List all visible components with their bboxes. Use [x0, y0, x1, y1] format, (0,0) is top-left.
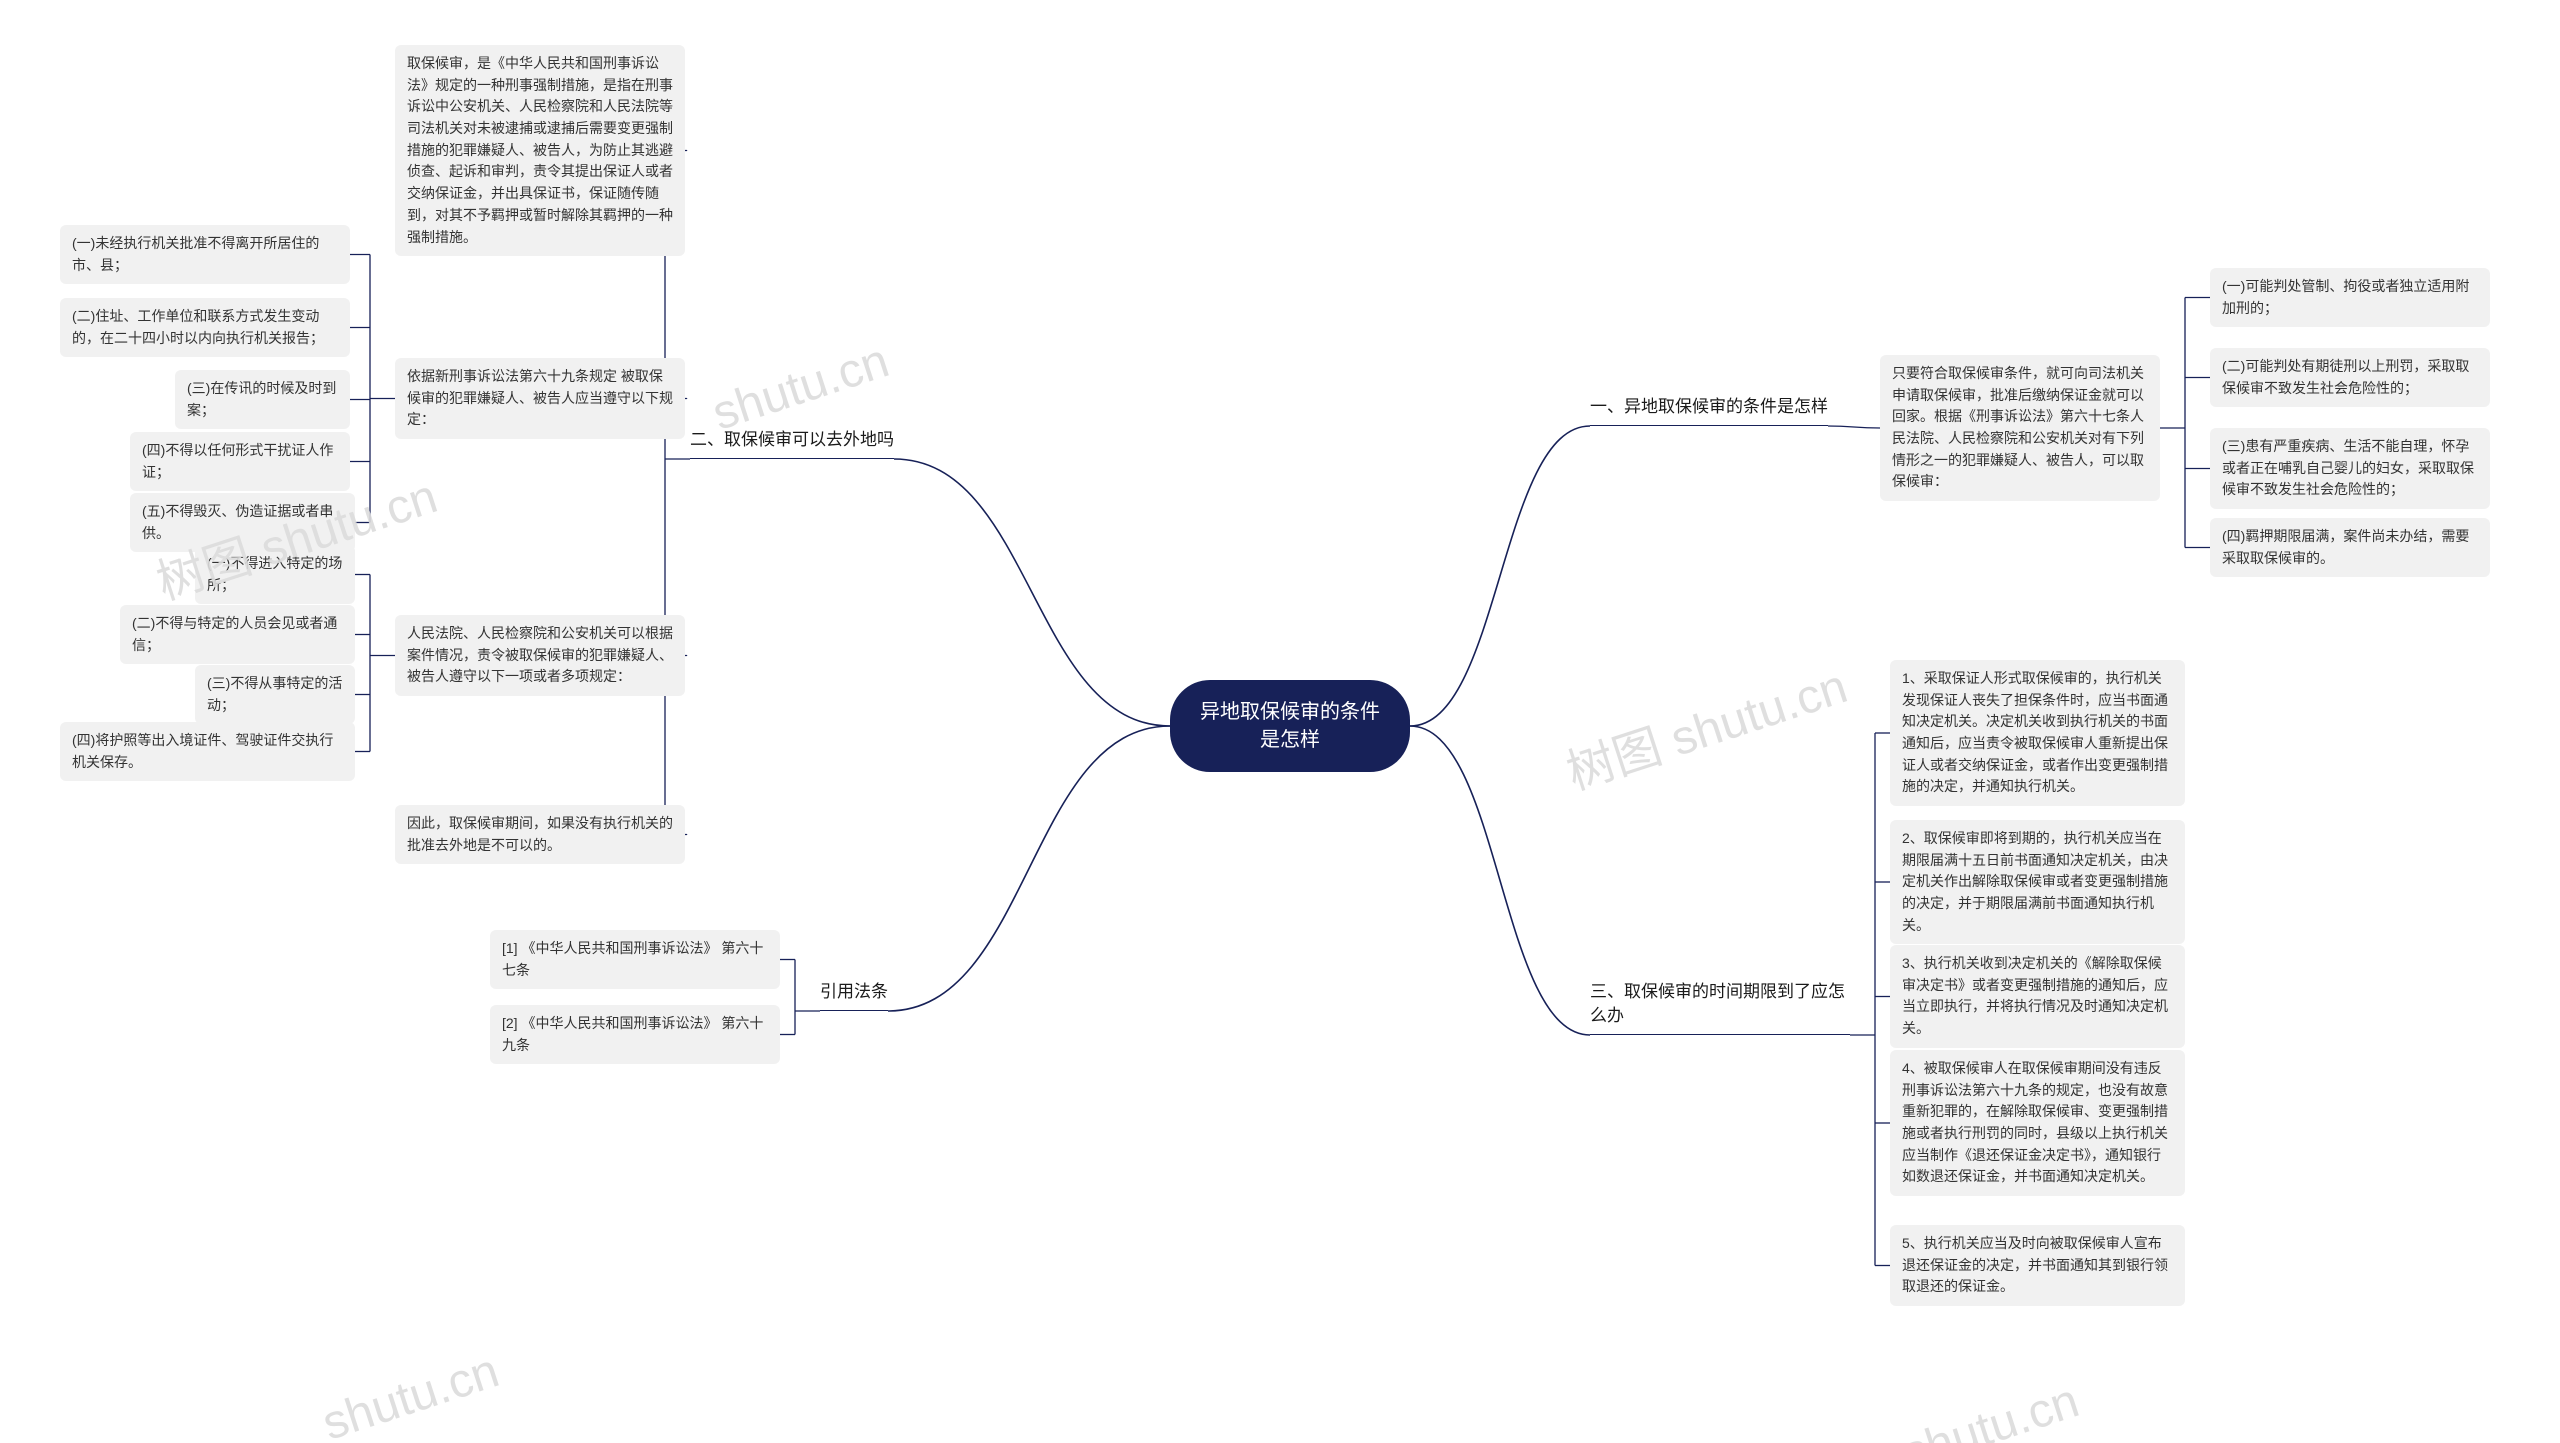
branch-3-child-3[interactable]: 3、执行机关收到决定机关的《解除取保候审决定书》或者变更强制措施的通知后，应当立… — [1890, 945, 2185, 1048]
branch-2[interactable]: 二、取保候审可以去外地吗 — [690, 428, 894, 459]
branch-2-child-2-c[interactable]: (三)在传讯的时候及时到案； — [175, 370, 350, 429]
leaf-text: (二)可能判处有期徒刑以上刑罚，采取取保候审不致发生社会危险性的； — [2222, 358, 2469, 396]
branch-4-child-2[interactable]: [2] 《中华人民共和国刑事诉讼法》 第六十九条 — [490, 1005, 780, 1064]
leaf-text: (二)住址、工作单位和联系方式发生变动的，在二十四小时以内向执行机关报告； — [72, 308, 324, 346]
branch-2-child-3-d[interactable]: (四)将护照等出入境证件、驾驶证件交执行机关保存。 — [60, 722, 355, 781]
leaf-text: (三)患有严重疾病、生活不能自理，怀孕或者正在哺乳自己婴儿的妇女，采取取保候审不… — [2222, 438, 2474, 497]
branch-2-child-1[interactable]: 取保候审，是《中华人民共和国刑事诉讼法》规定的一种刑事强制措施，是指在刑事诉讼中… — [395, 45, 685, 256]
leaf-text: 1、采取保证人形式取保候审的，执行机关发现保证人丧失了担保条件时，应当书面通知决… — [1902, 670, 2168, 794]
branch-2-child-4[interactable]: 因此，取保候审期间，如果没有执行机关的批准去外地是不可以的。 — [395, 805, 685, 864]
leaf-text: (三)不得从事特定的活动； — [207, 675, 342, 713]
leaf-text: [2] 《中华人民共和国刑事诉讼法》 第六十九条 — [502, 1015, 763, 1053]
branch-2-child-3-b[interactable]: (二)不得与特定的人员会见或者通信； — [120, 605, 355, 664]
branch-3-child-4[interactable]: 4、被取保候审人在取保候审期间没有违反刑事诉讼法第六十九条的规定，也没有故意重新… — [1890, 1050, 2185, 1196]
branch-1-child-1-a[interactable]: (一)可能判处管制、拘役或者独立适用附加刑的； — [2210, 268, 2490, 327]
branch-1[interactable]: 一、异地取保候审的条件是怎样 — [1590, 395, 1828, 426]
root-node[interactable]: 异地取保候审的条件是怎样 — [1170, 680, 1410, 772]
branch-1-child-1-c[interactable]: (三)患有严重疾病、生活不能自理，怀孕或者正在哺乳自己婴儿的妇女，采取取保候审不… — [2210, 428, 2490, 509]
leaf-text: 因此，取保候审期间，如果没有执行机关的批准去外地是不可以的。 — [407, 815, 673, 853]
branch-3-label: 三、取保候审的时间期限到了应怎么办 — [1590, 982, 1845, 1025]
branch-3-child-2[interactable]: 2、取保候审即将到期的，执行机关应当在期限届满十五日前书面通知决定机关，由决定机… — [1890, 820, 2185, 944]
leaf-text: 人民法院、人民检察院和公安机关可以根据案件情况，责令被取保候审的犯罪嫌疑人、被告… — [407, 625, 673, 684]
leaf-text: 2、取保候审即将到期的，执行机关应当在期限届满十五日前书面通知决定机关，由决定机… — [1902, 830, 2168, 933]
leaf-text: (四)不得以任何形式干扰证人作证； — [142, 442, 333, 480]
watermark: 树图 shutu.cn — [1556, 647, 1854, 803]
leaf-text: (五)不得毁灭、伪造证据或者串供。 — [142, 503, 333, 541]
root-label: 异地取保候审的条件是怎样 — [1200, 701, 1380, 751]
branch-2-child-2-e[interactable]: (五)不得毁灭、伪造证据或者串供。 — [130, 493, 355, 552]
branch-2-child-2[interactable]: 依据新刑事诉讼法第六十九条规定 被取保候审的犯罪嫌疑人、被告人应当遵守以下规定： — [395, 358, 685, 439]
branch-1-child-1[interactable]: 只要符合取保候审条件，就可向司法机关申请取保候审，批准后缴纳保证金就可以回家。根… — [1880, 355, 2160, 501]
watermark: shutu.cn — [316, 1343, 506, 1443]
leaf-text: (四)羁押期限届满，案件尚未办结，需要采取取保候审的。 — [2222, 528, 2469, 566]
leaf-text: 依据新刑事诉讼法第六十九条规定 被取保候审的犯罪嫌疑人、被告人应当遵守以下规定： — [407, 368, 673, 427]
leaf-text: (四)将护照等出入境证件、驾驶证件交执行机关保存。 — [72, 732, 333, 770]
branch-2-child-3-c[interactable]: (三)不得从事特定的活动； — [195, 665, 355, 724]
leaf-text: 3、执行机关收到决定机关的《解除取保候审决定书》或者变更强制措施的通知后，应当立… — [1902, 955, 2168, 1036]
leaf-text: 取保候审，是《中华人民共和国刑事诉讼法》规定的一种刑事强制措施，是指在刑事诉讼中… — [407, 55, 673, 245]
branch-4-child-1[interactable]: [1] 《中华人民共和国刑事诉讼法》 第六十七条 — [490, 930, 780, 989]
branch-2-child-2-b[interactable]: (二)住址、工作单位和联系方式发生变动的，在二十四小时以内向执行机关报告； — [60, 298, 350, 357]
leaf-text: (二)不得与特定的人员会见或者通信； — [132, 615, 337, 653]
branch-1-child-1-d[interactable]: (四)羁押期限届满，案件尚未办结，需要采取取保候审的。 — [2210, 518, 2490, 577]
branch-3-child-1[interactable]: 1、采取保证人形式取保候审的，执行机关发现保证人丧失了担保条件时，应当书面通知决… — [1890, 660, 2185, 806]
watermark: shutu.cn — [706, 333, 896, 441]
leaf-text: 只要符合取保候审条件，就可向司法机关申请取保候审，批准后缴纳保证金就可以回家。根… — [1892, 365, 2144, 489]
leaf-text: (三)在传讯的时候及时到案； — [187, 380, 336, 418]
leaf-text: (一)未经执行机关批准不得离开所居住的市、县； — [72, 235, 319, 273]
mindmap-canvas: 异地取保候审的条件是怎样 一、异地取保候审的条件是怎样 只要符合取保候审条件，就… — [0, 0, 2560, 1443]
leaf-text: (一)不得进入特定的场所； — [207, 555, 342, 593]
leaf-text: 4、被取保候审人在取保候审期间没有违反刑事诉讼法第六十九条的规定，也没有故意重新… — [1902, 1060, 2168, 1184]
branch-3[interactable]: 三、取保候审的时间期限到了应怎么办 — [1590, 980, 1850, 1035]
branch-4[interactable]: 引用法条 — [820, 980, 888, 1011]
branch-1-label: 一、异地取保候审的条件是怎样 — [1590, 397, 1828, 416]
branch-4-label: 引用法条 — [820, 982, 888, 1001]
branch-1-child-1-b[interactable]: (二)可能判处有期徒刑以上刑罚，采取取保候审不致发生社会危险性的； — [2210, 348, 2490, 407]
branch-3-child-5[interactable]: 5、执行机关应当及时向被取保候审人宣布退还保证金的决定，并书面通知其到银行领取退… — [1890, 1225, 2185, 1306]
leaf-text: (一)可能判处管制、拘役或者独立适用附加刑的； — [2222, 278, 2469, 316]
leaf-text: 5、执行机关应当及时向被取保候审人宣布退还保证金的决定，并书面通知其到银行领取退… — [1902, 1235, 2168, 1294]
branch-2-child-3-a[interactable]: (一)不得进入特定的场所； — [195, 545, 355, 604]
watermark: shutu.cn — [1896, 1373, 2086, 1443]
branch-2-label: 二、取保候审可以去外地吗 — [690, 430, 894, 449]
branch-2-child-3[interactable]: 人民法院、人民检察院和公安机关可以根据案件情况，责令被取保候审的犯罪嫌疑人、被告… — [395, 615, 685, 696]
branch-2-child-2-a[interactable]: (一)未经执行机关批准不得离开所居住的市、县； — [60, 225, 350, 284]
leaf-text: [1] 《中华人民共和国刑事诉讼法》 第六十七条 — [502, 940, 763, 978]
branch-2-child-2-d[interactable]: (四)不得以任何形式干扰证人作证； — [130, 432, 350, 491]
